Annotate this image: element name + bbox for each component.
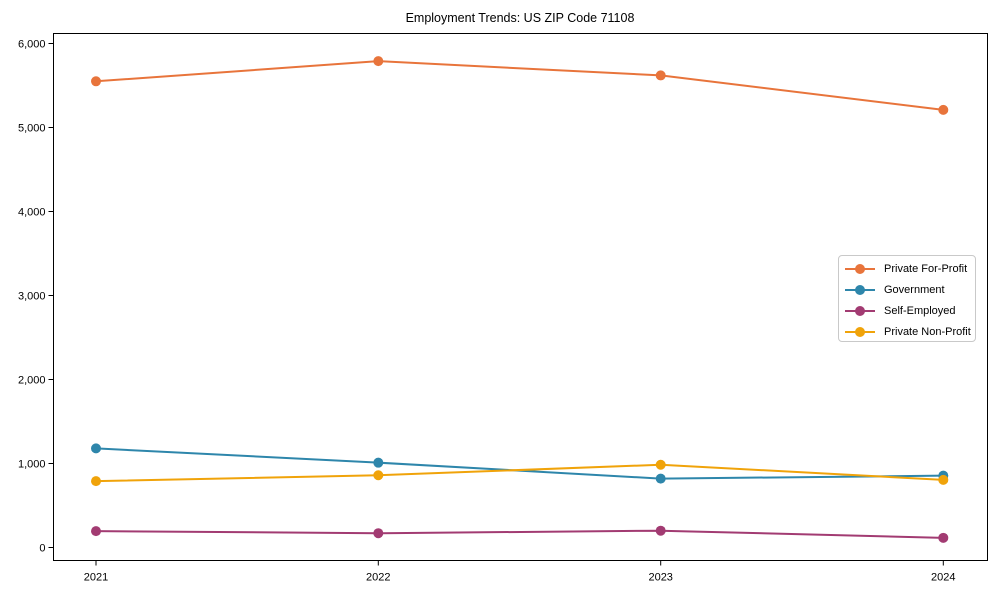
x-axis-tick-label: 2024	[931, 572, 955, 584]
data-point	[91, 526, 101, 537]
data-point	[373, 470, 384, 481]
legend-label: Private For-Profit	[884, 262, 968, 275]
data-point	[373, 56, 384, 67]
data-point	[938, 104, 949, 115]
data-point	[655, 473, 666, 484]
data-point	[91, 76, 101, 87]
axes: 0 1,000 2,000 3,000 4,000 5,000 6,000 2021 2022 2…	[18, 33, 988, 584]
legend-item: Self-Employed	[839, 300, 975, 321]
series-line-2	[95, 529, 945, 539]
legend-marker	[845, 284, 875, 295]
x-axis-tick-label: 2021	[84, 572, 108, 584]
x-axis-tick-label: 2022	[366, 572, 390, 584]
y-axis-tick-label: 2,000	[18, 375, 46, 387]
y-axis-tick-label: 0	[39, 543, 45, 555]
y-axis-tick-label: 4,000	[18, 207, 46, 219]
plot-border	[53, 33, 988, 561]
data-point	[91, 443, 101, 454]
data-point	[655, 70, 666, 81]
legend-item: Private Non-Profit	[839, 322, 975, 343]
data-point	[938, 532, 949, 543]
chart-legend: Private For-Profit Government Self-Employe…	[838, 255, 976, 342]
legend-marker	[845, 327, 875, 338]
series-line-1	[95, 447, 945, 480]
legend-label: Self-Employed	[884, 304, 956, 317]
y-axis-tick-label: 5,000	[18, 123, 46, 135]
y-axis-tick-label: 1,000	[18, 459, 46, 471]
plot-series	[91, 56, 949, 543]
legend-marker	[845, 263, 875, 274]
y-axis-tick-label: 3,000	[18, 291, 46, 303]
series-line-3	[95, 463, 945, 483]
data-point	[655, 525, 666, 536]
x-axis-tick-label: 2023	[648, 572, 672, 584]
y-axis-tick-label: 6,000	[18, 39, 46, 51]
legend-item: Private For-Profit	[839, 258, 975, 279]
legend-label: Government	[884, 283, 945, 296]
data-point	[655, 459, 666, 470]
data-point	[91, 476, 101, 487]
chart-title: Employment Trends: US ZIP Code 71108	[406, 11, 635, 25]
legend-marker	[845, 305, 875, 316]
series-line-0	[95, 60, 945, 111]
legend-item: Government	[839, 279, 975, 300]
data-point	[373, 528, 384, 539]
data-point	[373, 457, 384, 468]
legend-label: Private Non-Profit	[884, 326, 971, 339]
data-point	[938, 474, 949, 485]
